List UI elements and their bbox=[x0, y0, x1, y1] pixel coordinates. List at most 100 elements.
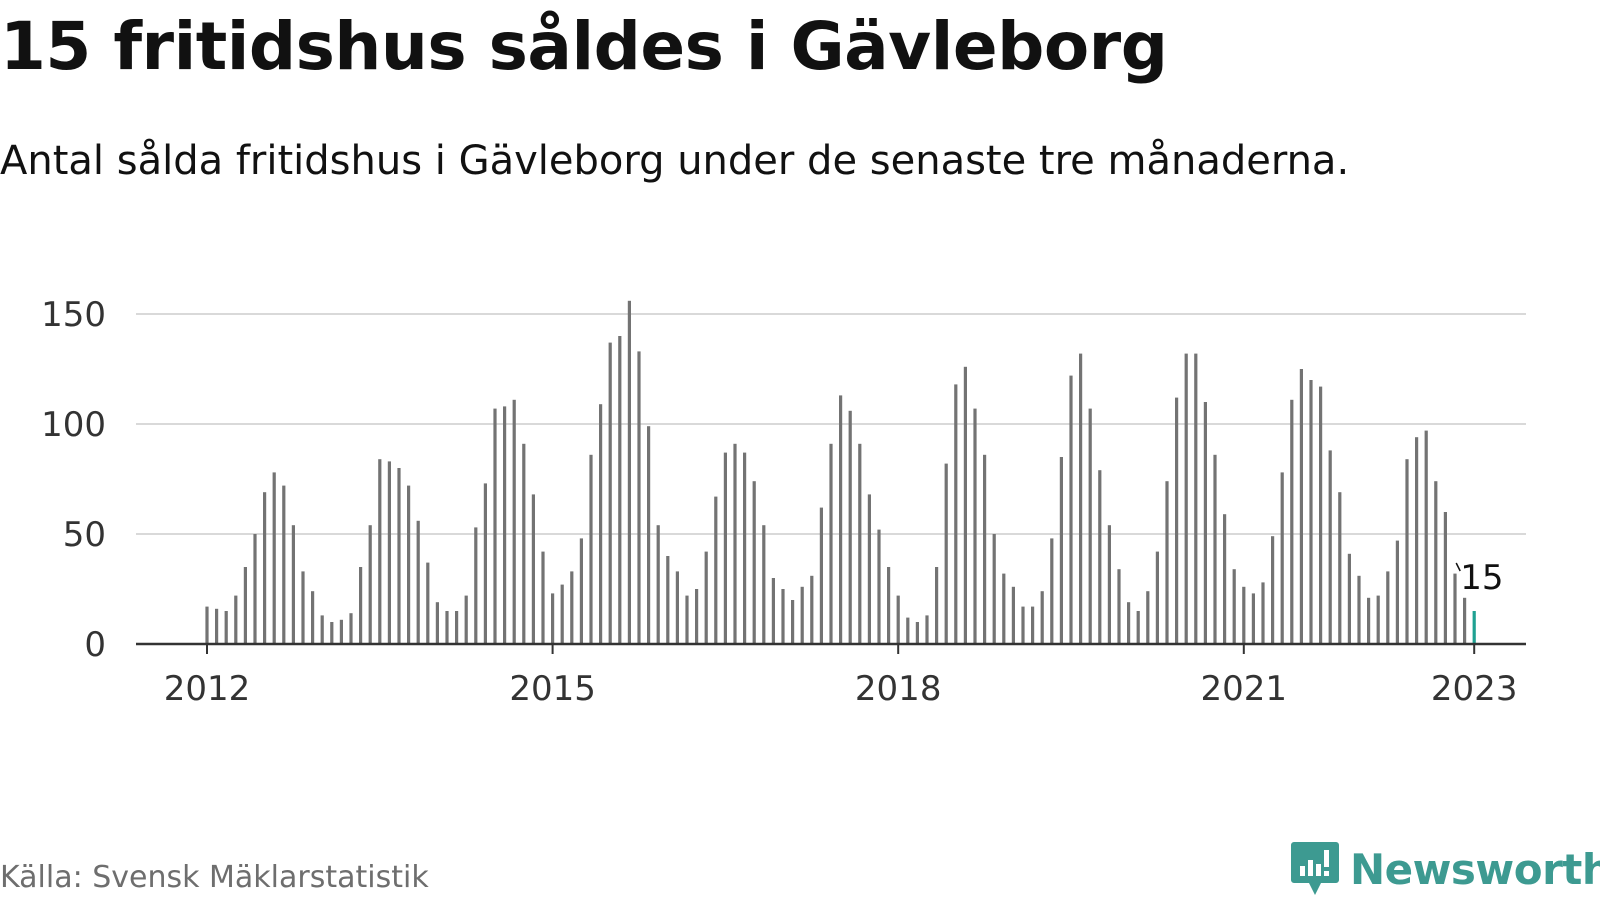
bar bbox=[925, 615, 929, 644]
bar bbox=[1328, 450, 1332, 644]
bar bbox=[896, 595, 900, 644]
bar bbox=[1271, 536, 1275, 644]
bar bbox=[877, 529, 881, 644]
bar bbox=[1194, 353, 1198, 644]
bar bbox=[1165, 481, 1169, 644]
bar bbox=[1011, 586, 1015, 644]
bar bbox=[1434, 481, 1438, 644]
bar bbox=[887, 567, 891, 644]
bar bbox=[349, 613, 353, 644]
bar bbox=[1395, 540, 1399, 644]
bar bbox=[858, 443, 862, 644]
bar bbox=[685, 595, 689, 644]
bar bbox=[1347, 553, 1351, 644]
bar bbox=[474, 527, 478, 644]
bar bbox=[935, 567, 939, 644]
bar bbox=[531, 494, 535, 644]
bar bbox=[282, 485, 286, 644]
bar bbox=[647, 426, 651, 644]
bar bbox=[570, 571, 574, 644]
bar bbox=[445, 611, 449, 644]
bar-chart: 0 50 100 150 2012 2015 2018 2021 2023 15 bbox=[41, 295, 1526, 709]
bar bbox=[1309, 380, 1313, 644]
bar bbox=[704, 551, 708, 644]
chart-title: 15 fritidshus såldes i Gävleborg bbox=[0, 8, 1168, 85]
bar bbox=[1232, 569, 1236, 644]
bar bbox=[1319, 386, 1323, 644]
bar bbox=[1405, 459, 1409, 644]
bar bbox=[483, 483, 487, 644]
bar bbox=[1098, 470, 1102, 644]
bar bbox=[915, 622, 919, 644]
bar bbox=[829, 443, 833, 644]
bar bbox=[791, 600, 795, 644]
bar bbox=[1290, 399, 1294, 644]
bar bbox=[1146, 591, 1150, 644]
bar bbox=[1079, 353, 1083, 644]
bar bbox=[1021, 606, 1025, 644]
bar bbox=[215, 608, 219, 644]
bar bbox=[1127, 602, 1131, 644]
bar bbox=[906, 617, 910, 644]
bar bbox=[800, 586, 804, 644]
bar bbox=[627, 300, 631, 644]
bar bbox=[272, 472, 276, 644]
bar bbox=[992, 534, 996, 644]
bar bbox=[387, 461, 391, 644]
bar bbox=[1088, 408, 1092, 644]
bar bbox=[330, 622, 334, 644]
x-tick-label: 2012 bbox=[164, 669, 251, 709]
bar bbox=[944, 463, 948, 644]
bar bbox=[839, 395, 843, 644]
bar bbox=[243, 567, 247, 644]
newsworthy-logo: Newsworthy bbox=[1290, 840, 1600, 898]
bar bbox=[666, 556, 670, 644]
bar bbox=[455, 611, 459, 644]
bar bbox=[1367, 597, 1371, 644]
highlight-bar bbox=[1472, 611, 1476, 644]
bar bbox=[368, 525, 372, 644]
bar bbox=[1031, 606, 1035, 644]
bar bbox=[1107, 525, 1111, 644]
bar bbox=[848, 410, 852, 644]
chart-subtitle: Antal sålda fritidshus i Gävleborg under… bbox=[0, 138, 1350, 184]
highlight-value-label: 15 bbox=[1460, 558, 1503, 598]
bar bbox=[541, 551, 545, 644]
bar bbox=[1251, 593, 1255, 644]
bar bbox=[503, 406, 507, 644]
bar bbox=[599, 404, 603, 644]
bar bbox=[551, 593, 555, 644]
annotation-leader bbox=[1455, 562, 1461, 572]
bar bbox=[1213, 454, 1217, 644]
bar bbox=[983, 454, 987, 644]
bar bbox=[723, 452, 727, 644]
bar bbox=[464, 595, 468, 644]
bar bbox=[1069, 375, 1073, 644]
bar bbox=[963, 366, 967, 644]
y-tick-label: 50 bbox=[63, 515, 106, 555]
bar bbox=[1117, 569, 1121, 644]
bar bbox=[1040, 591, 1044, 644]
x-tick-label: 2018 bbox=[855, 669, 942, 709]
bar bbox=[311, 591, 315, 644]
newsworthy-logo-icon bbox=[1291, 842, 1339, 895]
x-tick-label: 2015 bbox=[509, 669, 596, 709]
bar bbox=[656, 525, 660, 644]
bar bbox=[1002, 573, 1006, 644]
bar bbox=[1050, 538, 1054, 644]
y-tick-label: 150 bbox=[41, 295, 106, 335]
bar bbox=[1059, 457, 1063, 644]
bar bbox=[1261, 582, 1265, 644]
bar bbox=[291, 525, 295, 644]
bar bbox=[359, 567, 363, 644]
bar bbox=[1184, 353, 1188, 644]
bar bbox=[263, 492, 267, 644]
bar bbox=[320, 615, 324, 644]
bar bbox=[378, 459, 382, 644]
bar bbox=[733, 443, 737, 644]
bar bbox=[560, 584, 564, 644]
bar bbox=[1463, 597, 1467, 644]
bar bbox=[205, 606, 209, 644]
bar bbox=[1242, 586, 1246, 644]
bar bbox=[1386, 571, 1390, 644]
